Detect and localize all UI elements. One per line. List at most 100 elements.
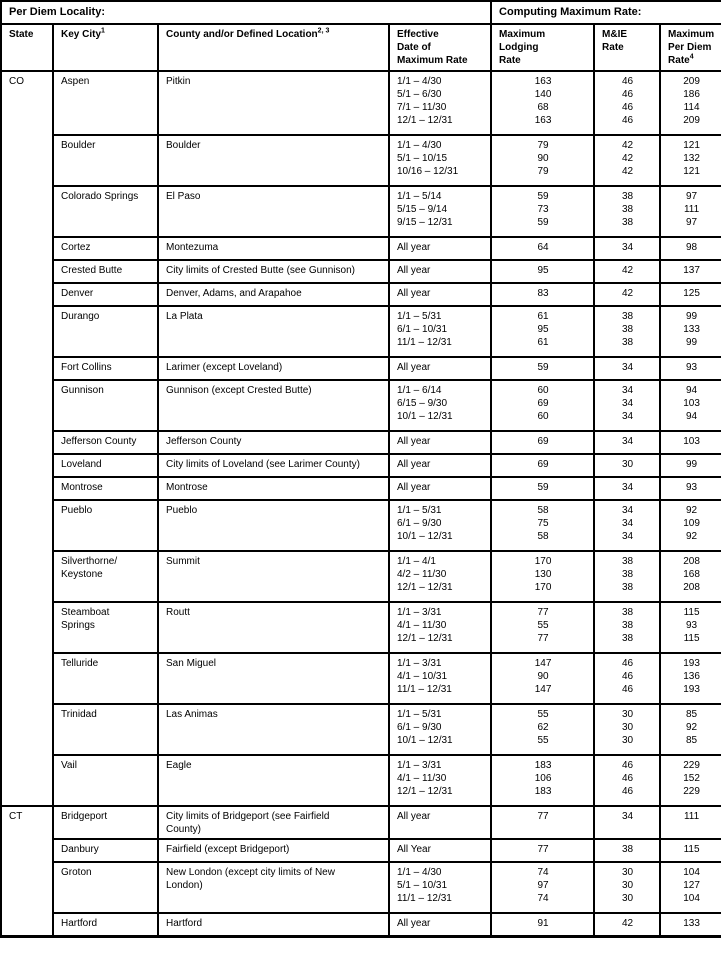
key-city-cell: Pueblo bbox=[52, 499, 159, 552]
effective-date-cell: 1/1 – 5/14 5/15 – 9/14 9/15 – 12/31 bbox=[387, 185, 493, 238]
per-diem-rate-cell: 229 152 229 bbox=[659, 754, 721, 807]
state-cell: CO bbox=[0, 70, 54, 807]
table-row: Telluride San Miguel 1/1 – 3/31 4/1 – 10/31… bbox=[1, 652, 721, 705]
county-cell: Pitkin bbox=[157, 70, 390, 136]
lodging-rate-cell: 59 73 59 bbox=[490, 185, 596, 238]
per-diem-rate-cell: 104 127 104 bbox=[659, 861, 721, 914]
lodging-rate-cell: 64 bbox=[490, 236, 596, 261]
column-header-key-city: Key City1 bbox=[52, 23, 159, 72]
key-city-cell: Trinidad bbox=[52, 703, 159, 756]
effective-date-cell: All year bbox=[387, 236, 493, 261]
key-city-cell: Cortez bbox=[52, 236, 159, 261]
lodging-rate-cell: 77 bbox=[490, 805, 596, 840]
table-row: Danbury Fairfield (except Bridgeport) All … bbox=[1, 838, 721, 863]
effective-date-cell: 1/1 – 5/31 6/1 – 9/30 10/1 – 12/31 bbox=[387, 499, 493, 552]
per-diem-table: Per Diem Locality: Computing Maximum Rat… bbox=[0, 0, 721, 938]
lodging-rate-cell: 147 90 147 bbox=[490, 652, 596, 705]
lodging-rate-cell: 60 69 60 bbox=[490, 379, 596, 432]
mie-rate-cell: 34 bbox=[593, 356, 662, 381]
mie-rate-cell: 34 34 34 bbox=[593, 499, 662, 552]
table-row: Hartford Hartford All year 91 42 133 bbox=[1, 912, 721, 937]
mie-rate-cell: 46 46 46 bbox=[593, 652, 662, 705]
mie-rate-cell: 34 34 34 bbox=[593, 379, 662, 432]
footnote-marker: 2, 3 bbox=[317, 27, 330, 35]
column-header-state: State bbox=[0, 23, 54, 72]
key-city-cell: Durango bbox=[52, 305, 159, 358]
county-cell: Montezuma bbox=[157, 236, 390, 261]
table-row: CO Aspen Pitkin 1/1 – 4/30 5/1 – 6/30 7/1 – 1… bbox=[0, 70, 721, 807]
column-header-maximum-lodging-rate: Maximum Lodging Rate bbox=[490, 23, 596, 72]
effective-date-cell: All year bbox=[387, 912, 493, 937]
per-diem-rate-cell: 137 bbox=[659, 259, 721, 284]
effective-date-cell: 1/1 – 3/31 4/1 – 10/31 11/1 – 12/31 bbox=[387, 652, 493, 705]
table-row: Trinidad Las Animas 1/1 – 5/31 6/1 – 9/30 10… bbox=[1, 703, 721, 756]
band-header-row: Per Diem Locality: Computing Maximum Rat… bbox=[0, 0, 721, 25]
state-cell: CT bbox=[0, 805, 54, 937]
key-city-cell: Gunnison bbox=[52, 379, 159, 432]
table-row: Fort Collins Larimer (except Loveland) All… bbox=[1, 356, 721, 381]
county-cell: City limits of Loveland (see Larimer Cou… bbox=[157, 453, 390, 478]
per-diem-rate-cell: 99 bbox=[659, 453, 721, 478]
mie-rate-cell: 38 38 38 bbox=[593, 550, 662, 603]
mie-rate-cell: 38 bbox=[593, 838, 662, 863]
effective-date-cell: All year bbox=[387, 356, 493, 381]
effective-date-cell: All year bbox=[387, 476, 493, 501]
key-city-cell: Steamboat Springs bbox=[52, 601, 159, 654]
county-cell: Fairfield (except Bridgeport) bbox=[157, 838, 390, 863]
table-row: Colorado Springs El Paso 1/1 – 5/14 5/15 – … bbox=[1, 185, 721, 238]
effective-date-cell: 1/1 – 4/30 5/1 – 10/15 10/16 – 12/31 bbox=[387, 134, 493, 187]
county-cell: City limits of Crested Butte (see Gunnis… bbox=[157, 259, 390, 284]
per-diem-rate-cell: 133 bbox=[659, 912, 721, 937]
county-cell: San Miguel bbox=[157, 652, 390, 705]
key-city-cell: Denver bbox=[52, 282, 159, 307]
county-cell: El Paso bbox=[157, 185, 390, 238]
key-city-cell: Bridgeport bbox=[52, 805, 159, 840]
per-diem-rate-cell: 115 bbox=[659, 838, 721, 863]
mie-rate-cell: 30 30 30 bbox=[593, 861, 662, 914]
table-row: Gunnison Gunnison (except Crested Butte) 1… bbox=[1, 379, 721, 432]
county-cell: New London (except city limits of New Lon… bbox=[157, 861, 390, 914]
effective-date-cell: All year bbox=[387, 259, 493, 284]
lodging-rate-cell: 77 55 77 bbox=[490, 601, 596, 654]
key-city-cell: Loveland bbox=[52, 453, 159, 478]
key-city-cell: Jefferson County bbox=[52, 430, 159, 455]
county-cell: Larimer (except Loveland) bbox=[157, 356, 390, 381]
lodging-rate-cell: 59 bbox=[490, 476, 596, 501]
key-city-cell: Danbury bbox=[52, 838, 159, 863]
effective-date-cell: All Year bbox=[387, 838, 493, 863]
county-cell: Montrose bbox=[157, 476, 390, 501]
table-row: Cortez Montezuma All year 64 34 98 bbox=[1, 236, 721, 261]
lodging-rate-cell: 77 bbox=[490, 838, 596, 863]
per-diem-rate-cell: 208 168 208 bbox=[659, 550, 721, 603]
per-diem-rate-cell: 103 bbox=[659, 430, 721, 455]
lodging-rate-cell: 163 140 68 163 bbox=[490, 70, 596, 136]
table-row: Montrose Montrose All year 59 34 93 bbox=[1, 476, 721, 501]
effective-date-cell: 1/1 – 4/30 5/1 – 10/31 11/1 – 12/31 bbox=[387, 861, 493, 914]
table-row: Vail Eagle 1/1 – 3/31 4/1 – 11/30 12/1 – 12/… bbox=[1, 754, 721, 807]
effective-date-cell: All year bbox=[387, 430, 493, 455]
effective-date-cell: All year bbox=[387, 453, 493, 478]
per-diem-rate-cell: 121 132 121 bbox=[659, 134, 721, 187]
county-cell: Boulder bbox=[157, 134, 390, 187]
column-header-effective-date: Effective Date of Maximum Rate bbox=[387, 23, 493, 72]
per-diem-rate-cell: 85 92 85 bbox=[659, 703, 721, 756]
per-diem-rate-cell: 111 bbox=[659, 805, 721, 840]
county-cell: Jefferson County bbox=[157, 430, 390, 455]
key-city-cell: Colorado Springs bbox=[52, 185, 159, 238]
per-diem-rate-cell: 93 bbox=[659, 476, 721, 501]
key-city-cell: Aspen bbox=[52, 70, 159, 136]
mie-rate-cell: 34 bbox=[593, 236, 662, 261]
mie-rate-cell: 34 bbox=[593, 805, 662, 840]
per-diem-rate-cell: 98 bbox=[659, 236, 721, 261]
table-row: Denver Denver, Adams, and Arapahoe All yea… bbox=[1, 282, 721, 307]
table-row: Steamboat Springs Routt 1/1 – 3/31 4/1 – 11/… bbox=[1, 601, 721, 654]
lodging-rate-cell: 170 130 170 bbox=[490, 550, 596, 603]
lodging-rate-cell: 69 bbox=[490, 453, 596, 478]
lodging-rate-cell: 91 bbox=[490, 912, 596, 937]
table-row: CT Bridgeport City limits of Bridgeport (s… bbox=[0, 805, 721, 937]
effective-date-cell: 1/1 – 6/14 6/15 – 9/30 10/1 – 12/31 bbox=[387, 379, 493, 432]
per-diem-rate-cell: 94 103 94 bbox=[659, 379, 721, 432]
table-row: Crested Butte City limits of Crested Butt… bbox=[1, 259, 721, 284]
county-cell: La Plata bbox=[157, 305, 390, 358]
